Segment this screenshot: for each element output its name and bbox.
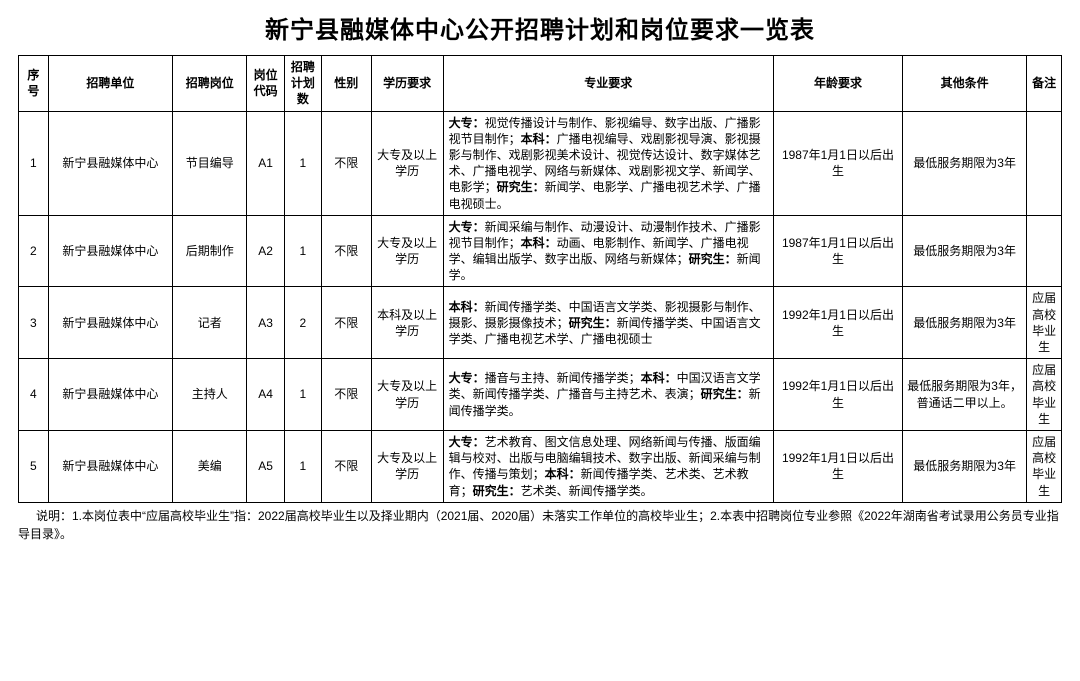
cell-code: A4	[247, 359, 284, 431]
cell-idx: 4	[19, 359, 49, 431]
cell-post: 美编	[172, 430, 247, 502]
table-row: 1新宁县融媒体中心节目编导A11不限大专及以上学历大专：视觉传播设计与制作、影视…	[19, 111, 1062, 215]
cell-post: 主持人	[172, 359, 247, 431]
cell-code: A3	[247, 287, 284, 359]
cell-idx: 1	[19, 111, 49, 215]
col-header-idx: 序号	[19, 56, 49, 112]
cell-edu: 大专及以上学历	[371, 359, 443, 431]
cell-gender: 不限	[321, 359, 371, 431]
table-row: 5新宁县融媒体中心美编A51不限大专及以上学历大专：艺术教育、图文信息处理、网络…	[19, 430, 1062, 502]
cell-remark: 应届高校毕业生	[1027, 430, 1062, 502]
header-row: 序号招聘单位招聘岗位岗位代码招聘计划数性别学历要求专业要求年龄要求其他条件备注	[19, 56, 1062, 112]
cell-code: A5	[247, 430, 284, 502]
cell-gender: 不限	[321, 430, 371, 502]
col-header-edu: 学历要求	[371, 56, 443, 112]
col-header-unit: 招聘单位	[48, 56, 172, 112]
cell-edu: 本科及以上学历	[371, 287, 443, 359]
col-header-count: 招聘计划数	[284, 56, 321, 112]
cell-major: 大专：新闻采编与制作、动漫设计、动漫制作技术、广播影视节目制作；本科：动画、电影…	[443, 215, 773, 287]
page-title: 新宁县融媒体中心公开招聘计划和岗位要求一览表	[18, 10, 1062, 45]
cell-gender: 不限	[321, 111, 371, 215]
cell-age: 1992年1月1日以后出生	[773, 430, 902, 502]
cell-other: 最低服务期限为3年	[903, 111, 1027, 215]
cell-edu: 大专及以上学历	[371, 215, 443, 287]
table-row: 3新宁县融媒体中心记者A32不限本科及以上学历本科：新闻传播学类、中国语言文学类…	[19, 287, 1062, 359]
cell-unit: 新宁县融媒体中心	[48, 430, 172, 502]
cell-unit: 新宁县融媒体中心	[48, 287, 172, 359]
cell-count: 1	[284, 359, 321, 431]
cell-unit: 新宁县融媒体中心	[48, 215, 172, 287]
table-head: 序号招聘单位招聘岗位岗位代码招聘计划数性别学历要求专业要求年龄要求其他条件备注	[19, 56, 1062, 112]
cell-other: 最低服务期限为3年，普通话二甲以上。	[903, 359, 1027, 431]
cell-age: 1992年1月1日以后出生	[773, 287, 902, 359]
col-header-post: 招聘岗位	[172, 56, 247, 112]
table-row: 2新宁县融媒体中心后期制作A21不限大专及以上学历大专：新闻采编与制作、动漫设计…	[19, 215, 1062, 287]
cell-gender: 不限	[321, 287, 371, 359]
cell-count: 1	[284, 111, 321, 215]
table-body: 1新宁县融媒体中心节目编导A11不限大专及以上学历大专：视觉传播设计与制作、影视…	[19, 111, 1062, 502]
cell-count: 2	[284, 287, 321, 359]
cell-major: 本科：新闻传播学类、中国语言文学类、影视摄影与制作、摄影、摄影摄像技术；研究生：…	[443, 287, 773, 359]
cell-major: 大专：艺术教育、图文信息处理、网络新闻与传播、版面编辑与校对、出版与电脑编辑技术…	[443, 430, 773, 502]
cell-edu: 大专及以上学历	[371, 430, 443, 502]
cell-idx: 5	[19, 430, 49, 502]
cell-code: A1	[247, 111, 284, 215]
cell-major: 大专：播音与主持、新闻传播学类；本科：中国汉语言文学类、新闻传播学类、广播音与主…	[443, 359, 773, 431]
cell-count: 1	[284, 430, 321, 502]
recruitment-table: 序号招聘单位招聘岗位岗位代码招聘计划数性别学历要求专业要求年龄要求其他条件备注 …	[18, 55, 1062, 503]
cell-idx: 3	[19, 287, 49, 359]
table-row: 4新宁县融媒体中心主持人A41不限大专及以上学历大专：播音与主持、新闻传播学类；…	[19, 359, 1062, 431]
cell-post: 后期制作	[172, 215, 247, 287]
cell-age: 1992年1月1日以后出生	[773, 359, 902, 431]
cell-post: 记者	[172, 287, 247, 359]
cell-other: 最低服务期限为3年	[903, 430, 1027, 502]
cell-post: 节目编导	[172, 111, 247, 215]
cell-age: 1987年1月1日以后出生	[773, 215, 902, 287]
cell-remark: 应届高校毕业生	[1027, 287, 1062, 359]
cell-remark	[1027, 215, 1062, 287]
col-header-gender: 性别	[321, 56, 371, 112]
cell-unit: 新宁县融媒体中心	[48, 111, 172, 215]
page-container: 新宁县融媒体中心公开招聘计划和岗位要求一览表 序号招聘单位招聘岗位岗位代码招聘计…	[0, 0, 1080, 681]
col-header-age: 年龄要求	[773, 56, 902, 112]
cell-idx: 2	[19, 215, 49, 287]
col-header-code: 岗位代码	[247, 56, 284, 112]
cell-other: 最低服务期限为3年	[903, 215, 1027, 287]
footnote: 说明：1.本岗位表中“应届高校毕业生”指：2022届高校毕业生以及择业期内（20…	[18, 507, 1062, 543]
cell-other: 最低服务期限为3年	[903, 287, 1027, 359]
cell-remark	[1027, 111, 1062, 215]
cell-gender: 不限	[321, 215, 371, 287]
cell-unit: 新宁县融媒体中心	[48, 359, 172, 431]
cell-age: 1987年1月1日以后出生	[773, 111, 902, 215]
cell-remark: 应届高校毕业生	[1027, 359, 1062, 431]
cell-code: A2	[247, 215, 284, 287]
cell-major: 大专：视觉传播设计与制作、影视编导、数字出版、广播影视节目制作；本科：广播电视编…	[443, 111, 773, 215]
col-header-other: 其他条件	[903, 56, 1027, 112]
col-header-major: 专业要求	[443, 56, 773, 112]
cell-edu: 大专及以上学历	[371, 111, 443, 215]
cell-count: 1	[284, 215, 321, 287]
col-header-remark: 备注	[1027, 56, 1062, 112]
